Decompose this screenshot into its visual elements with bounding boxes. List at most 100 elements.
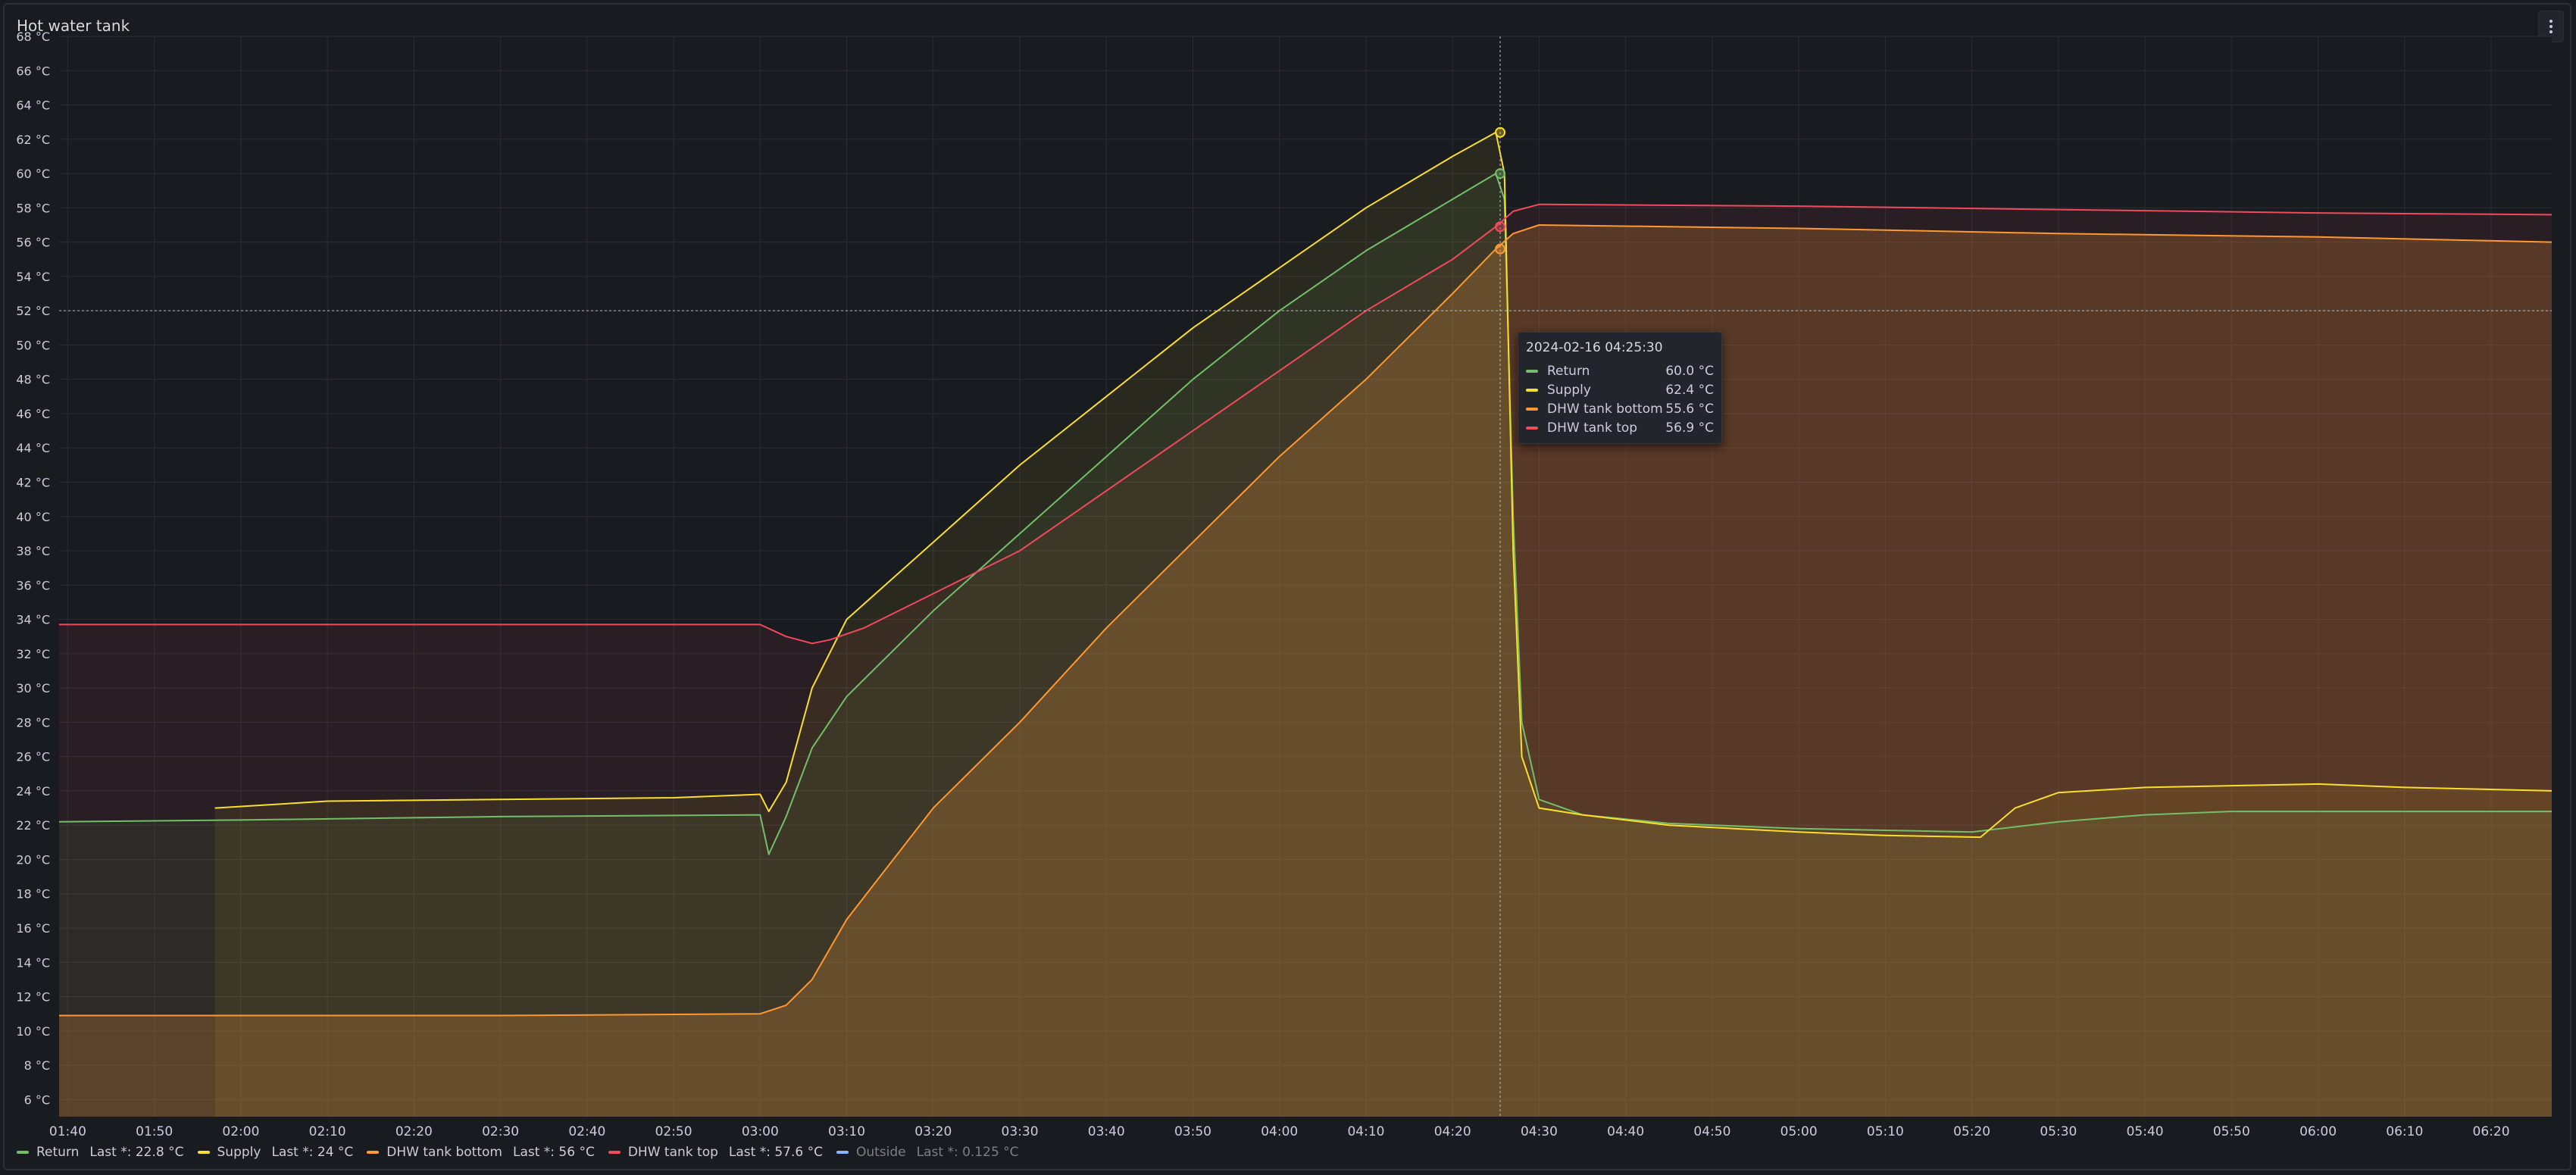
- tooltip-row: Supply 62.4 °C: [1526, 380, 1714, 399]
- hover-tooltip: 2024-02-16 04:25:30 Return 60.0 °C Supply 6…: [1518, 332, 1722, 444]
- hover-point-return: [1495, 168, 1506, 180]
- x-tick-label: 03:40: [1088, 1124, 1125, 1139]
- x-tick-label: 05:00: [1780, 1124, 1818, 1139]
- y-tick-label: 10 °C: [16, 1024, 50, 1039]
- legend-series-name: DHW tank bottom: [386, 1145, 502, 1160]
- y-tick-label: 50 °C: [16, 338, 50, 352]
- legend-series-name: Supply: [217, 1145, 261, 1160]
- x-tick-label: 02:40: [568, 1124, 605, 1139]
- tooltip-series-name: Return: [1547, 363, 1590, 379]
- series-area-return: [59, 173, 2552, 1117]
- legend-item[interactable]: Supply Last *: 24 °C: [197, 1145, 354, 1160]
- y-tick-label: 20 °C: [16, 852, 50, 867]
- series-swatch: [1526, 407, 1538, 411]
- x-tick-label: 03:50: [1174, 1124, 1211, 1139]
- x-tick-label: 03:30: [1002, 1124, 1039, 1139]
- tooltip-series-value: 62.4 °C: [1665, 382, 1714, 398]
- chart-legend: Return Last *: 22.8 °C Supply Last *: 24 °C…: [17, 1142, 1033, 1162]
- series-area-dhw-tank-bottom: [59, 225, 2552, 1117]
- x-tick-label: 04:10: [1347, 1124, 1384, 1139]
- hover-point-dhw-tank-bottom: [1495, 243, 1506, 255]
- series-line-dhw-tank-top: [59, 203, 2553, 645]
- legend-item[interactable]: DHW tank top Last *: 57.6 °C: [608, 1145, 823, 1160]
- y-tick-label: 26 °C: [16, 750, 50, 764]
- y-tick-label: 62 °C: [16, 133, 50, 147]
- y-tick-label: 6 °C: [24, 1092, 50, 1107]
- tooltip-row: Return 60.0 °C: [1526, 361, 1714, 380]
- x-tick-label: 02:00: [222, 1124, 259, 1139]
- x-tick-label: 04:30: [1521, 1124, 1558, 1139]
- x-tick-label: 04:00: [1261, 1124, 1298, 1139]
- hover-point-supply: [1495, 127, 1506, 138]
- legend-item[interactable]: DHW tank bottom Last *: 56 °C: [367, 1145, 595, 1160]
- x-tick-label: 03:10: [828, 1124, 865, 1139]
- y-tick-label: 34 °C: [16, 613, 50, 627]
- x-tick-label: 02:50: [655, 1124, 692, 1139]
- y-tick-label: 56 °C: [16, 236, 50, 250]
- y-tick-label: 12 °C: [16, 990, 50, 1005]
- legend-series-name: DHW tank top: [627, 1145, 718, 1160]
- tooltip-series-name: Supply: [1547, 382, 1591, 398]
- y-tick-label: 54 °C: [16, 270, 50, 284]
- legend-last-value: Last *: 24 °C: [271, 1145, 354, 1160]
- x-tick-label: 02:20: [395, 1124, 433, 1139]
- y-tick-label: 52 °C: [16, 304, 50, 318]
- panel-title: Hot water tank: [17, 17, 130, 35]
- series-line-return: [58, 173, 2552, 855]
- tooltip-series-name: DHW tank bottom: [1547, 401, 1663, 417]
- legend-series-name: Outside: [855, 1145, 906, 1160]
- series-swatch: [1526, 369, 1538, 373]
- y-tick-label: 22 °C: [16, 818, 50, 833]
- y-tick-label: 66 °C: [16, 64, 50, 78]
- legend-swatch: [367, 1151, 380, 1154]
- y-tick-label: 68 °C: [16, 30, 50, 44]
- x-tick-label: 05:10: [1867, 1124, 1904, 1139]
- y-tick-label: 32 °C: [16, 647, 50, 661]
- tooltip-series-name: DHW tank top: [1547, 420, 1638, 436]
- tooltip-row: DHW tank top 56.9 °C: [1526, 418, 1714, 437]
- x-tick-label: 02:30: [482, 1124, 519, 1139]
- legend-item[interactable]: Return Last *: 22.8 °C: [17, 1145, 184, 1160]
- legend-swatch: [197, 1151, 210, 1154]
- series-area-dhw-tank-top: [59, 204, 2552, 1117]
- legend-last-value: Last *: 0.125 °C: [916, 1145, 1019, 1160]
- x-tick-label: 06:20: [2473, 1124, 2510, 1139]
- y-tick-label: 48 °C: [16, 373, 50, 387]
- x-tick-label: 05:40: [2127, 1124, 2164, 1139]
- x-tick-label: 03:20: [914, 1124, 952, 1139]
- plot-area: [59, 36, 2552, 1117]
- x-tick-label: 03:00: [742, 1124, 779, 1139]
- tooltip-series-value: 55.6 °C: [1665, 401, 1714, 417]
- y-tick-label: 64 °C: [16, 98, 50, 113]
- legend-last-value: Last *: 57.6 °C: [728, 1145, 823, 1160]
- x-tick-label: 05:50: [2213, 1124, 2250, 1139]
- y-tick-label: 36 °C: [16, 578, 50, 592]
- y-tick-label: 16 °C: [16, 921, 50, 936]
- x-tick-label: 01:40: [49, 1124, 86, 1139]
- y-tick-label: 40 °C: [16, 510, 50, 524]
- legend-swatch: [608, 1151, 621, 1154]
- x-tick-label: 06:10: [2386, 1124, 2423, 1139]
- y-tick-label: 58 °C: [16, 201, 50, 215]
- x-tick-label: 01:50: [136, 1124, 173, 1139]
- y-tick-label: 46 °C: [16, 407, 50, 421]
- series-swatch: [1526, 388, 1538, 392]
- hover-point-dhw-tank-top: [1495, 221, 1506, 233]
- x-tick-label: 04:40: [1607, 1124, 1644, 1139]
- y-tick-label: 60 °C: [16, 167, 50, 181]
- tooltip-series-value: 56.9 °C: [1665, 420, 1714, 436]
- tooltip-time: 2024-02-16 04:25:30: [1526, 340, 1663, 355]
- x-tick-label: 04:20: [1434, 1124, 1471, 1139]
- x-tick-label: 02:10: [309, 1124, 346, 1139]
- series-area-supply: [214, 132, 2552, 1117]
- y-tick-label: 18 °C: [16, 887, 50, 902]
- legend-item[interactable]: Outside Last *: 0.125 °C: [836, 1145, 1019, 1160]
- x-tick-label: 06:00: [2299, 1124, 2337, 1139]
- y-tick-label: 8 °C: [24, 1058, 50, 1073]
- series-line-dhw-tank-bottom: [59, 224, 2553, 1017]
- x-tick-label: 05:30: [2040, 1124, 2077, 1139]
- y-tick-label: 38 °C: [16, 544, 50, 558]
- y-tick-label: 30 °C: [16, 681, 50, 695]
- y-tick-label: 44 °C: [16, 441, 50, 455]
